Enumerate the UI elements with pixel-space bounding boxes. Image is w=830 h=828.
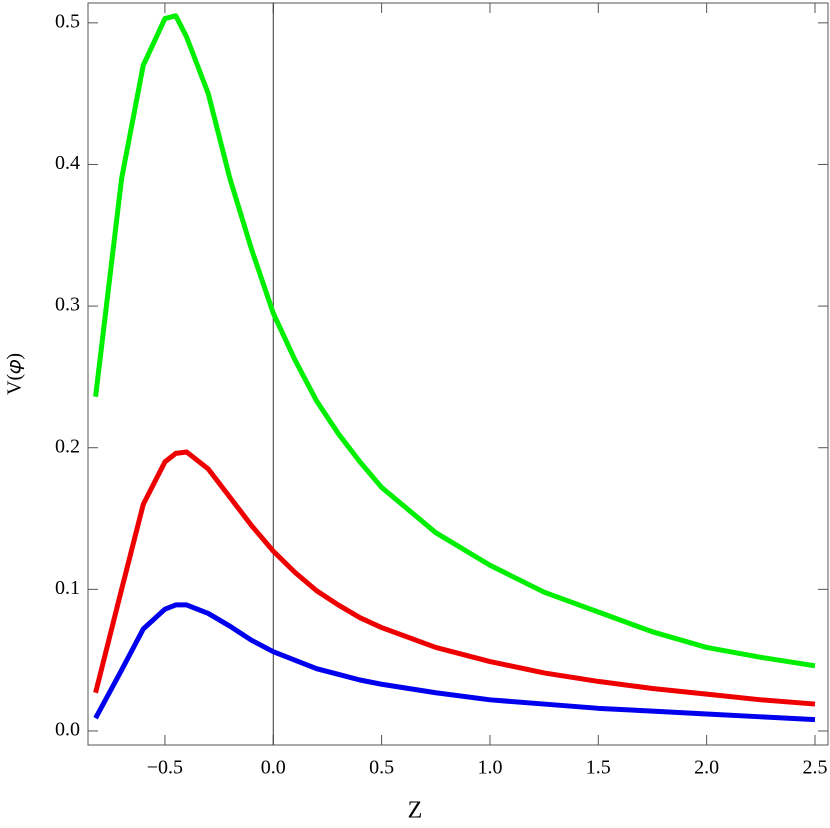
x-tick-label: 2.0	[694, 757, 719, 779]
x-tick-label: 1.0	[477, 757, 502, 779]
series-line	[93, 602, 816, 723]
series-line	[93, 449, 816, 707]
series-line	[93, 13, 816, 669]
y-tick-label: 0.0	[55, 719, 80, 741]
plot-frame	[87, 2, 829, 746]
x-tick-label: 0.5	[369, 757, 394, 779]
x-tick-label: −0.5	[147, 757, 183, 779]
x-tick-label: 2.5	[802, 757, 827, 779]
y-tick-label: 0.1	[55, 577, 80, 599]
x-axis-label: Z	[408, 798, 423, 824]
y-tick-label: 0.2	[55, 435, 80, 457]
x-tick-label: 1.5	[586, 757, 611, 779]
y-tick-label: 0.3	[55, 294, 80, 316]
x-tick-label: 0.0	[261, 757, 286, 779]
y-axis-label: V(𝜑)	[4, 353, 26, 395]
y-tick-label: 0.4	[55, 152, 80, 174]
y-tick-label: 0.5	[55, 10, 80, 32]
